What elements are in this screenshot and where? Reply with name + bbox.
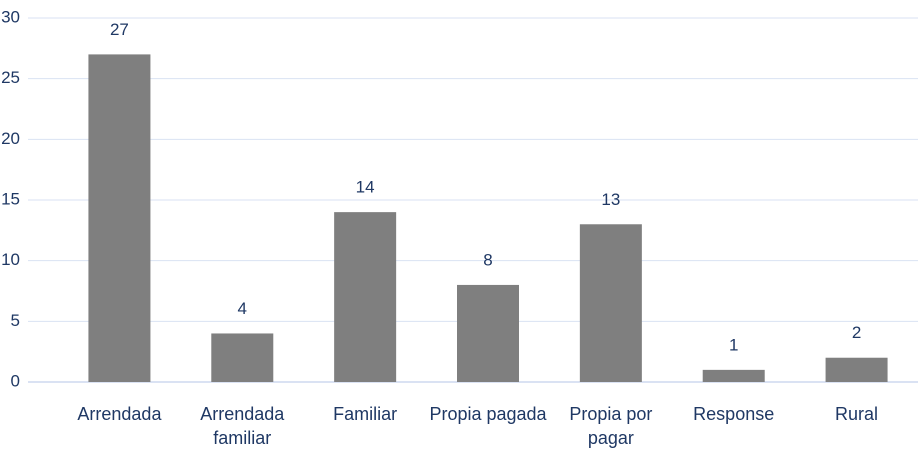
bar bbox=[457, 284, 519, 382]
data-label: 14 bbox=[356, 178, 375, 197]
x-tick-label: Arrendada familiar bbox=[200, 404, 285, 448]
x-tick-label: Response bbox=[693, 404, 775, 424]
x-tick-label: Rural bbox=[835, 404, 879, 424]
x-tick-label: Arrendada bbox=[77, 404, 162, 424]
data-label: 13 bbox=[601, 190, 620, 209]
y-tick-label: 30 bbox=[1, 7, 20, 26]
data-label: 2 bbox=[852, 323, 861, 342]
bar bbox=[579, 224, 642, 382]
data-label: 1 bbox=[729, 335, 738, 354]
y-tick-label: 20 bbox=[1, 129, 20, 148]
bar bbox=[825, 357, 888, 382]
bar bbox=[702, 369, 765, 382]
y-tick-label: 25 bbox=[1, 68, 20, 87]
data-label: 4 bbox=[238, 299, 247, 318]
x-tick-label: Propia por pagar bbox=[569, 404, 653, 448]
bar bbox=[211, 333, 274, 382]
y-tick-label: 10 bbox=[1, 250, 20, 269]
y-tick-label: 15 bbox=[1, 189, 20, 208]
data-label: 8 bbox=[483, 250, 492, 269]
y-tick-label: 5 bbox=[11, 311, 20, 330]
y-tick-label: 0 bbox=[11, 371, 20, 390]
bar bbox=[88, 54, 151, 383]
data-label: 27 bbox=[110, 20, 129, 39]
x-tick-label: Propia pagada bbox=[429, 404, 547, 424]
x-tick-label: Familiar bbox=[333, 404, 398, 424]
bar bbox=[334, 212, 397, 382]
